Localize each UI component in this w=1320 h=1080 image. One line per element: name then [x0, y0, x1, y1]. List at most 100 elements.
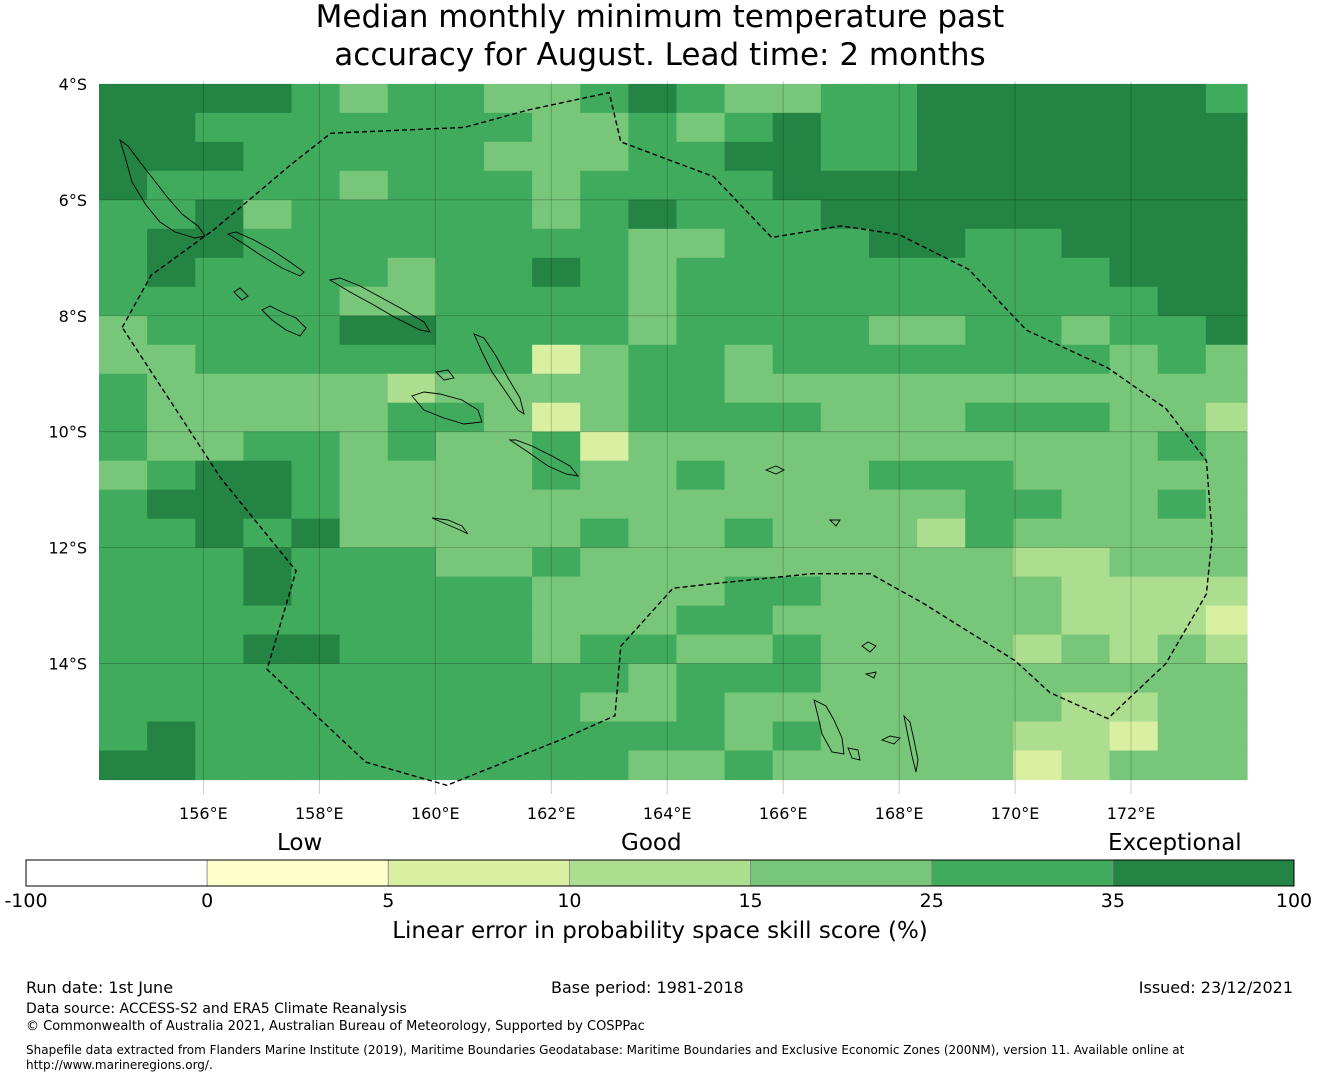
shapefile-credit-line-1: Shapefile data extracted from Flanders M… [26, 1043, 1185, 1057]
grid-cell [1013, 460, 1063, 491]
grid-cell [339, 576, 389, 607]
grid-cell [147, 373, 196, 404]
grid-cell [291, 170, 341, 201]
grid-cell [339, 547, 389, 578]
grid-cell [243, 344, 293, 375]
longitude-tick-label: 162°E [527, 804, 576, 823]
grid-cell [435, 431, 485, 462]
grid-cell [435, 634, 485, 665]
grid-cell [676, 460, 726, 491]
grid-cell [1157, 286, 1207, 317]
grid-cell [243, 750, 293, 781]
grid-cell [1109, 112, 1159, 143]
grid-cell [724, 402, 774, 433]
category-good: Good [621, 830, 682, 856]
grid-cell [387, 460, 437, 491]
grid-cell [532, 634, 581, 665]
latitude-labels: 4°S 6°S 8°S 10°S 12°S 14°S [48, 75, 87, 674]
grid-cell [628, 576, 678, 607]
grid-cell [99, 228, 148, 259]
grid-cell [868, 199, 918, 230]
grid-cell [1061, 663, 1111, 694]
grid-cell [772, 373, 822, 404]
grid-cell [676, 286, 726, 317]
grid-cell [917, 547, 966, 578]
grid-cell [291, 750, 341, 781]
grid-cell [917, 373, 966, 404]
grid-cell [339, 721, 389, 752]
grid-cell [580, 199, 629, 230]
grid-cell [772, 315, 822, 346]
skill-grid [99, 83, 1248, 781]
island-tikopia [828, 519, 841, 527]
grid-cell [435, 721, 485, 752]
shapefile-credit-line-2: http://www.marineregions.org/. [26, 1058, 213, 1072]
grid-cell [772, 228, 822, 259]
grid-cell [1157, 373, 1207, 404]
grid-cell [965, 663, 1014, 694]
grid-cell [676, 315, 726, 346]
grid-cell [676, 199, 726, 230]
grid-cell [1013, 373, 1063, 404]
grid-cell [147, 199, 196, 230]
grid-cell [820, 373, 870, 404]
grid-cell [291, 692, 341, 723]
grid-cell [195, 605, 244, 636]
grid-cell [820, 692, 870, 723]
grid-cell [868, 141, 918, 172]
grid-cell [868, 286, 918, 317]
grid-cell [1109, 228, 1159, 259]
grid-cell [532, 721, 581, 752]
colorbar-bin [569, 859, 751, 887]
grid-cell [99, 605, 148, 636]
grid-cell [628, 373, 678, 404]
grid-cell [820, 170, 870, 201]
grid-cell [291, 576, 341, 607]
grid-cell [483, 663, 533, 694]
grid-cell [868, 431, 918, 462]
grid-cell [965, 518, 1014, 549]
grid-cell [99, 170, 148, 201]
grid-cell [147, 344, 196, 375]
grid-cell [1013, 286, 1063, 317]
grid-cell [243, 634, 293, 665]
grid-cell [1013, 170, 1063, 201]
grid-cell [772, 605, 822, 636]
grid-cell [868, 373, 918, 404]
grid-cell [99, 315, 148, 346]
grid-cell [628, 286, 678, 317]
grid-cell [917, 112, 966, 143]
grid-cell [628, 141, 678, 172]
grid-cell [147, 692, 196, 723]
grid-cell [724, 286, 774, 317]
grid-cell [917, 663, 966, 694]
grid-cell [868, 518, 918, 549]
grid-cell [1205, 83, 1248, 114]
grid-cell [724, 83, 774, 114]
grid-cell [435, 286, 485, 317]
grid-cell [291, 257, 341, 288]
latitude-tick-label: 4°S [59, 75, 87, 94]
grid-cell [917, 344, 966, 375]
grid-cell [580, 228, 629, 259]
grid-cell [820, 721, 870, 752]
grid-cell [99, 692, 148, 723]
grid-cell [965, 634, 1014, 665]
grid-cell [387, 344, 437, 375]
grid-cell [483, 199, 533, 230]
grid-cell [676, 663, 726, 694]
grid-cell [532, 286, 581, 317]
grid-cell [1013, 547, 1063, 578]
grid-cell [772, 431, 822, 462]
grid-cell [820, 518, 870, 549]
grid-cell [1157, 721, 1207, 752]
grid-cell [965, 83, 1014, 114]
grid-cell [99, 634, 148, 665]
grid-cell [1157, 141, 1207, 172]
island-gaua [861, 641, 877, 653]
grid-cell [820, 344, 870, 375]
grid-cell [291, 402, 341, 433]
grid-cell [1205, 402, 1248, 433]
grid-cell [917, 750, 966, 781]
grid-cell [195, 576, 244, 607]
